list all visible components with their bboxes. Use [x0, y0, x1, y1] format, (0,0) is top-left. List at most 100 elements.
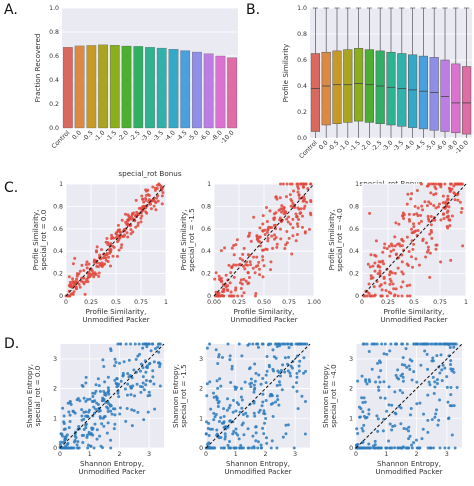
- C3-point: [461, 244, 465, 248]
- D1-point: [81, 440, 85, 444]
- C2-point: [299, 207, 303, 211]
- C3-point: [445, 210, 449, 214]
- C3-ytick-label: 0.2: [349, 271, 359, 278]
- D1-point: [113, 357, 117, 361]
- D3-point: [426, 367, 430, 371]
- C1-point: [117, 248, 121, 252]
- D3-point: [357, 405, 361, 409]
- D2-points: [204, 342, 309, 450]
- D2-point: [246, 427, 250, 431]
- D3-point: [433, 385, 437, 389]
- D3-point: [410, 359, 414, 363]
- C1-point: [115, 254, 119, 258]
- C2-point: [219, 280, 223, 284]
- C2-point: [247, 275, 251, 279]
- C2-point: [257, 260, 261, 264]
- D2-point: [261, 426, 265, 430]
- D3-point: [438, 398, 442, 402]
- D2-point: [286, 423, 290, 427]
- D1-point: [86, 398, 90, 402]
- C3-point: [388, 282, 392, 286]
- D1-point: [151, 375, 155, 379]
- D2-point: [254, 439, 258, 443]
- D1-point: [116, 391, 120, 395]
- C1-point: [101, 263, 105, 267]
- D1-point: [105, 431, 109, 435]
- D1-point: [61, 406, 65, 410]
- C3-point: [449, 258, 453, 262]
- D1-point: [89, 432, 93, 436]
- D1-point: [80, 414, 84, 418]
- C3-identity-line: [361, 183, 467, 297]
- D2-point: [252, 411, 256, 415]
- D1-point: [109, 446, 113, 450]
- D3-point: [416, 342, 420, 346]
- C2-point: [289, 204, 293, 208]
- A-bar: [133, 46, 144, 129]
- C2-point: [295, 215, 299, 219]
- C2-point: [246, 234, 250, 238]
- D3-ytick-label: 3: [349, 356, 353, 363]
- D1-point: [121, 371, 125, 375]
- D2-point: [276, 398, 280, 402]
- D2-point: [240, 354, 244, 358]
- D3-x-axis-label: Shannon Entropy,: [377, 459, 441, 468]
- D1-point: [115, 377, 119, 381]
- A-bar: [74, 45, 85, 129]
- C1-point: [109, 250, 113, 254]
- D3-point: [400, 363, 404, 367]
- C3-point: [400, 270, 404, 274]
- D2-point: [219, 384, 223, 388]
- C1-point: [105, 253, 109, 257]
- D2-point: [219, 446, 223, 450]
- D3-point: [452, 404, 456, 408]
- D1-y-axis-label: Shannon Entropy,: [25, 364, 34, 428]
- D2-point: [228, 439, 232, 443]
- D2-point: [283, 356, 287, 360]
- D3-point: [435, 408, 439, 412]
- C3-point: [389, 249, 393, 253]
- D3-point: [438, 342, 442, 346]
- C3-point: [408, 219, 412, 223]
- D2-point: [280, 388, 284, 392]
- D1-point: [124, 419, 128, 423]
- D3-point: [388, 349, 392, 353]
- B-y-axis-label: Profile Similarity: [281, 43, 290, 102]
- D2-x-axis-label: Unmodified Packer: [224, 467, 291, 476]
- D1-point: [74, 436, 78, 440]
- C1-xtick-label: 0.75: [134, 299, 148, 306]
- C2-point: [214, 271, 218, 275]
- D1-point: [84, 381, 88, 385]
- A-xtick-label: -4.0: [163, 129, 177, 143]
- D2-point: [244, 411, 248, 415]
- C2-point: [243, 267, 247, 271]
- C2-point: [303, 204, 307, 208]
- C2-point: [229, 290, 233, 294]
- D2-point: [275, 383, 279, 387]
- C2-point: [278, 218, 282, 222]
- B-box: [451, 63, 461, 134]
- D1-point: [95, 428, 99, 432]
- D1-point: [84, 399, 88, 403]
- D2-point: [252, 401, 256, 405]
- D2-y-axis-label: Shannon Entropy,: [171, 364, 180, 428]
- D2-point: [287, 346, 291, 350]
- C3-point: [410, 231, 414, 235]
- C1-point: [88, 272, 92, 276]
- D1-point: [97, 384, 101, 388]
- D1-point: [65, 433, 69, 437]
- C3-point: [436, 205, 440, 209]
- C3-point: [441, 212, 445, 216]
- D1-point: [59, 440, 63, 444]
- D3-xtick-label: 0: [354, 451, 358, 458]
- C2-point: [296, 224, 300, 228]
- A-xtick-label: -1.5: [105, 129, 119, 143]
- C3-point: [449, 182, 453, 186]
- D1-point: [68, 413, 72, 417]
- D3-point: [393, 446, 397, 450]
- D1-point: [146, 410, 150, 414]
- C3-points: [362, 182, 465, 298]
- D2-ytick-label: 3: [199, 356, 203, 363]
- C1-point: [156, 194, 160, 198]
- B-box: [418, 55, 428, 130]
